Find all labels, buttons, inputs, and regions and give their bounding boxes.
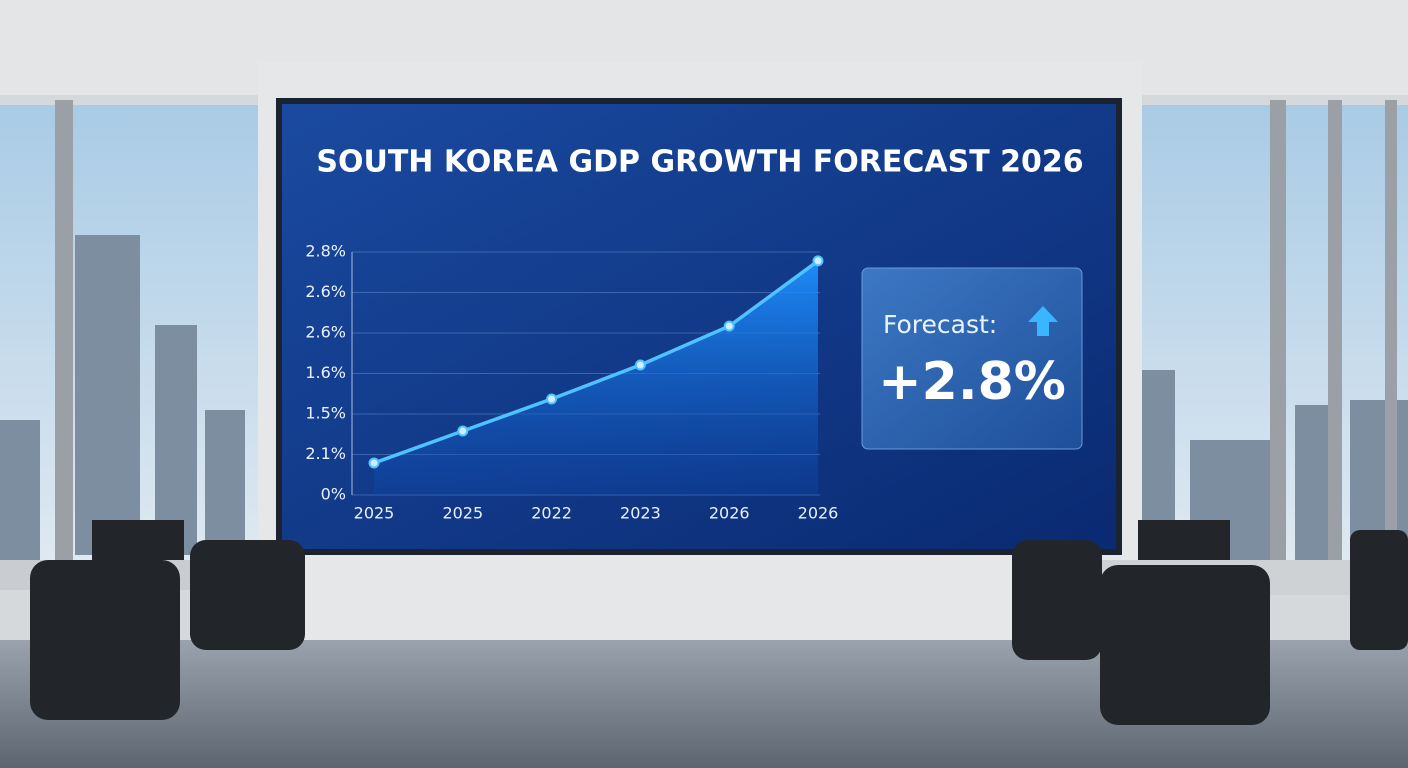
y-tick-label: 0%: [321, 485, 346, 504]
x-tick-label: 2022: [531, 504, 572, 523]
x-tick-label: 2025: [354, 504, 395, 523]
city: [0, 235, 1408, 560]
chart-title: SOUTH KOREA GDP GROWTH FORECAST 2026: [316, 145, 1083, 180]
callout-box: [861, 267, 1083, 450]
area: [374, 260, 818, 495]
y-tick-label: 2.1%: [305, 444, 346, 463]
point: [368, 457, 380, 469]
up-arrow: [1028, 306, 1058, 336]
point: [634, 359, 646, 371]
y-tick-label: 2.6%: [305, 323, 346, 342]
callout-label: Forecast:: [883, 310, 997, 339]
line: [373, 259, 820, 465]
x-tick-label: 2026: [709, 504, 750, 523]
furniture: [0, 520, 1408, 725]
callout-value: +2.8%: [878, 352, 1066, 412]
y-tick-label: 2.6%: [305, 282, 346, 301]
point: [546, 393, 558, 405]
y-tick-label: 1.5%: [305, 404, 346, 423]
x-tick-label: 2026: [798, 504, 839, 523]
point: [457, 425, 469, 437]
x-tick-label: 2023: [620, 504, 661, 523]
y-tick-label: 2.8%: [305, 242, 346, 261]
point: [812, 255, 824, 267]
window-frames: [55, 100, 1397, 570]
y-tick-label: 1.6%: [305, 363, 346, 382]
x-tick-label: 2025: [442, 504, 483, 523]
point: [723, 320, 735, 332]
